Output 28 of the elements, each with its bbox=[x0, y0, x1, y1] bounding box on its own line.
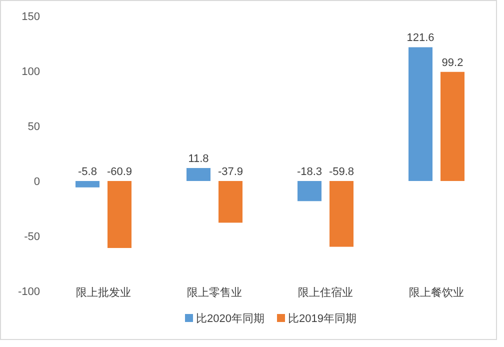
data-label: -5.8 bbox=[78, 166, 97, 178]
x-tick-label: 限上住宿业 bbox=[298, 286, 353, 299]
x-tick-label: 限上餐饮业 bbox=[409, 286, 464, 299]
y-tick-label: -100 bbox=[18, 286, 40, 298]
bar bbox=[76, 181, 100, 188]
y-tick-label: -50 bbox=[24, 231, 40, 243]
y-tick-label: 0 bbox=[34, 176, 40, 188]
bar bbox=[330, 181, 354, 247]
bar bbox=[218, 181, 242, 223]
bar bbox=[298, 181, 322, 202]
y-tick-label: 50 bbox=[28, 121, 40, 133]
data-label: 121.6 bbox=[406, 32, 434, 44]
y-tick-label: 100 bbox=[22, 66, 40, 78]
data-label: -59.8 bbox=[328, 166, 354, 178]
legend-label: 比2020年同期 bbox=[196, 312, 264, 325]
x-tick-label: 限上批发业 bbox=[76, 286, 131, 299]
legend-label: 比2019年同期 bbox=[288, 312, 356, 325]
data-label: -60.9 bbox=[106, 166, 132, 178]
bar bbox=[440, 72, 464, 181]
bar bbox=[186, 168, 210, 181]
bar bbox=[408, 47, 432, 181]
data-label: -18.3 bbox=[296, 166, 322, 178]
data-label: 11.8 bbox=[188, 153, 209, 166]
data-label: 99.2 bbox=[442, 56, 464, 69]
x-tick-label: 限上零售业 bbox=[187, 286, 242, 299]
data-label: -37.9 bbox=[218, 166, 244, 178]
bar bbox=[108, 181, 132, 248]
y-tick-label: 150 bbox=[22, 11, 40, 23]
